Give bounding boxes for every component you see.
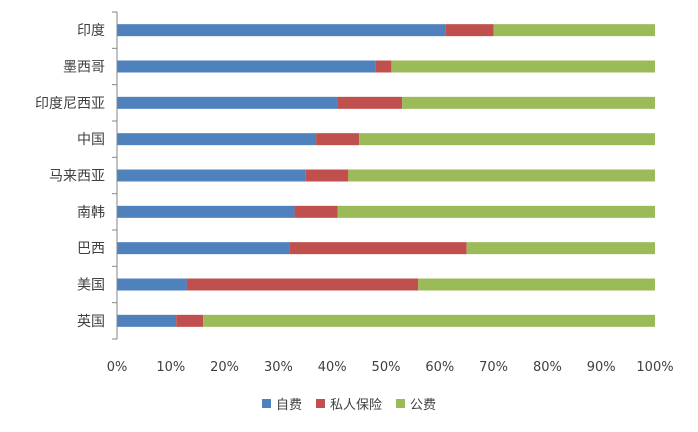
category-label-7: 巴西	[77, 241, 105, 257]
legend-label-series-3: 公费	[410, 397, 437, 413]
category-label-4: 中国	[77, 132, 105, 148]
legend-label-series-1: 自费	[275, 397, 302, 413]
x-tick-label-11: 100%	[636, 360, 673, 375]
bar-segment-5-3	[348, 169, 655, 182]
bar-segment-6-1	[117, 205, 295, 218]
category-label-8: 美国	[77, 278, 105, 294]
x-tick-label-8: 70%	[479, 360, 508, 375]
bar-segment-3-2	[337, 96, 403, 109]
legend-item-series-2: 私人保险	[315, 394, 382, 413]
bar-segment-7-1	[117, 242, 290, 255]
bar-segment-1-1	[117, 24, 446, 37]
x-tick-label-3: 20%	[210, 360, 239, 375]
category-label-9: 英国	[77, 313, 105, 330]
bar-segment-1-3	[493, 24, 655, 37]
bar-segment-7-3	[466, 242, 655, 255]
bar-segment-8-3	[418, 278, 655, 291]
bar-segment-2-2	[375, 60, 392, 73]
bar-segment-4-1	[117, 133, 317, 146]
bar-segment-4-3	[359, 133, 655, 146]
bar-segment-5-1	[117, 169, 306, 182]
bar-segment-2-3	[391, 60, 655, 73]
bar-segment-6-3	[337, 205, 655, 218]
legend-swatch-series-2	[315, 398, 325, 408]
bar-segment-7-2	[289, 242, 467, 255]
bar-segment-5-2	[305, 169, 349, 182]
x-tick-label-1: 0%	[107, 360, 128, 375]
bar-segment-9-2	[176, 314, 204, 327]
x-tick-label-9: 80%	[533, 360, 562, 375]
category-label-1: 印度	[77, 23, 105, 39]
x-tick-label-6: 50%	[372, 360, 401, 375]
category-label-6: 南韩	[77, 205, 105, 221]
bar-segment-4-2	[316, 133, 360, 146]
x-tick-label-2: 10%	[156, 360, 185, 375]
bar-segment-8-2	[186, 278, 419, 291]
bar-segment-6-2	[294, 205, 338, 218]
bar-segment-9-3	[203, 314, 655, 327]
legend: 自费 私人保险 公费	[0, 392, 698, 414]
category-label-2: 墨西哥	[63, 60, 105, 76]
x-tick-label-10: 90%	[587, 360, 616, 375]
legend-swatch-series-1	[261, 398, 271, 408]
x-tick-label-7: 60%	[425, 360, 454, 375]
legend-swatch-series-3	[396, 398, 405, 408]
bar-segment-8-1	[117, 278, 187, 291]
legend-item-series-3: 公费	[396, 394, 436, 413]
category-label-3: 印度尼西亚	[35, 96, 105, 112]
category-label-5: 马来西亚	[49, 169, 105, 185]
bar-segment-3-3	[402, 96, 655, 109]
bar-segment-2-1	[117, 60, 376, 73]
x-tick-label-4: 30%	[264, 360, 293, 375]
legend-label-series-2: 私人保险	[329, 397, 382, 413]
bar-segment-3-1	[117, 96, 338, 109]
bar-segment-1-2	[445, 24, 494, 37]
bar-segment-9-1	[117, 314, 177, 327]
legend-item-series-1: 自费	[261, 394, 302, 413]
x-tick-label-5: 40%	[318, 360, 347, 375]
